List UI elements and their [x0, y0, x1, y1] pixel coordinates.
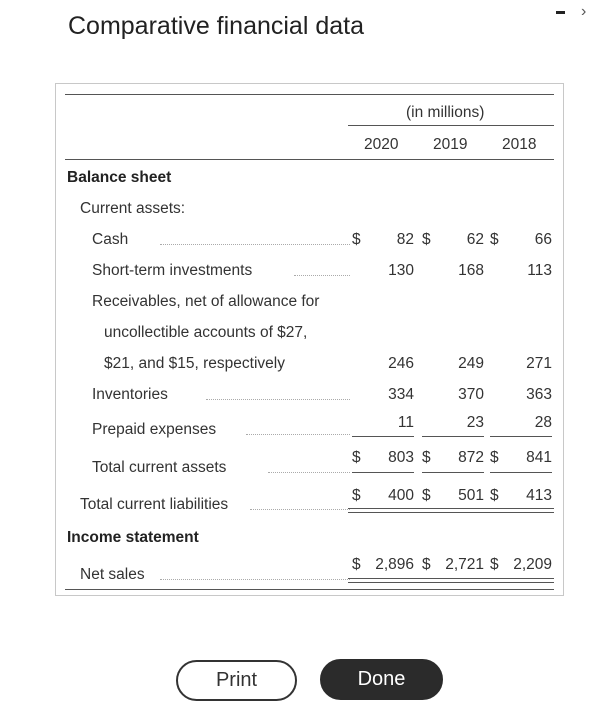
table-bottom-rule — [65, 589, 554, 590]
double-underline — [348, 508, 554, 509]
dollar-sign: $ — [422, 231, 431, 248]
dollar-sign: $ — [352, 231, 361, 248]
row-label-prepaid-expenses: Prepaid expenses — [92, 421, 217, 438]
cell-2020: 334 — [388, 386, 414, 403]
cell-2019: 249 — [458, 355, 484, 372]
financial-data-table: (in millions) 2020 2019 2018 Balance she… — [55, 83, 564, 596]
dollar-sign: $ — [422, 556, 431, 573]
dollar-sign: $ — [490, 487, 499, 504]
year-2020: 2020 — [364, 136, 399, 153]
cell-2018: 271 — [526, 355, 552, 372]
cell-2018: 2,209 — [513, 556, 552, 573]
row-label-receivables-line1: Receivables, net of allowance for — [92, 293, 320, 310]
row-label-inventories: Inventories — [92, 386, 168, 403]
dollar-sign: $ — [352, 487, 361, 504]
double-underline — [348, 512, 554, 513]
row-label-total-current-assets: Total current assets — [92, 459, 227, 476]
subtotal-rule — [490, 436, 552, 437]
dollar-sign: $ — [490, 231, 499, 248]
cell-2020: 11 — [397, 414, 414, 431]
cell-2018: 113 — [527, 262, 552, 279]
total-underline — [422, 472, 484, 473]
current-assets-label: Current assets: — [80, 200, 186, 217]
dot-leader — [160, 579, 350, 580]
dollar-sign: $ — [422, 449, 431, 466]
subtotal-rule — [422, 436, 484, 437]
cell-2019: 23 — [466, 414, 484, 431]
dot-leader — [160, 244, 350, 245]
dollar-sign: $ — [352, 556, 361, 573]
cell-2018: 363 — [526, 386, 552, 403]
cell-2019: 872 — [458, 449, 484, 466]
cell-2019: 501 — [458, 487, 484, 504]
cell-2018: 66 — [534, 231, 552, 248]
row-label-receivables-line3: $21, and $15, respectively — [104, 355, 285, 372]
cell-2019: 62 — [466, 231, 484, 248]
unit-label: (in millions) — [406, 104, 485, 121]
cell-2018: 28 — [534, 414, 552, 431]
page-title: Comparative financial data — [68, 12, 364, 40]
cell-2020: 246 — [388, 355, 414, 372]
cell-2020: 130 — [388, 262, 414, 279]
cell-2020: 2,896 — [375, 556, 414, 573]
year-2019: 2019 — [433, 136, 468, 153]
year-2018: 2018 — [502, 136, 537, 153]
cell-2020: 82 — [396, 231, 414, 248]
header-bottom-rule — [65, 159, 554, 160]
print-button[interactable]: Print — [176, 660, 297, 701]
dollar-sign: $ — [490, 449, 499, 466]
dollar-sign: $ — [490, 556, 499, 573]
section-balance-sheet: Balance sheet — [67, 169, 172, 186]
cell-2018: 413 — [526, 487, 552, 504]
dot-leader — [294, 275, 350, 276]
cell-2020: 400 — [388, 487, 414, 504]
total-underline — [352, 472, 414, 473]
row-label-cash: Cash — [92, 231, 129, 248]
dot-leader — [268, 472, 350, 473]
double-underline — [348, 582, 554, 583]
header-rule — [348, 125, 554, 126]
subtotal-rule — [352, 436, 414, 437]
cell-2020: 803 — [388, 449, 414, 466]
row-label-receivables-line2: uncollectible accounts of $27, — [104, 324, 308, 341]
cell-2019: 168 — [458, 262, 484, 279]
cell-2019: 2,721 — [445, 556, 484, 573]
cell-2018: 841 — [526, 449, 552, 466]
dot-leader — [246, 434, 350, 435]
minimize-icon[interactable] — [556, 11, 565, 14]
section-income-statement: Income statement — [67, 529, 199, 546]
row-label-short-term-investments: Short-term investments — [92, 262, 253, 279]
double-underline — [348, 578, 554, 579]
dollar-sign: $ — [352, 449, 361, 466]
row-label-total-current-liabilities: Total current liabilities — [80, 496, 229, 513]
row-label-net-sales: Net sales — [80, 566, 145, 583]
dot-leader — [250, 509, 350, 510]
dollar-sign: $ — [422, 487, 431, 504]
total-underline — [490, 472, 552, 473]
chevron-right-icon[interactable]: › — [581, 3, 587, 20]
done-button[interactable]: Done — [320, 659, 443, 700]
dot-leader — [206, 399, 350, 400]
cell-2019: 370 — [458, 386, 484, 403]
table-top-rule — [65, 94, 554, 95]
